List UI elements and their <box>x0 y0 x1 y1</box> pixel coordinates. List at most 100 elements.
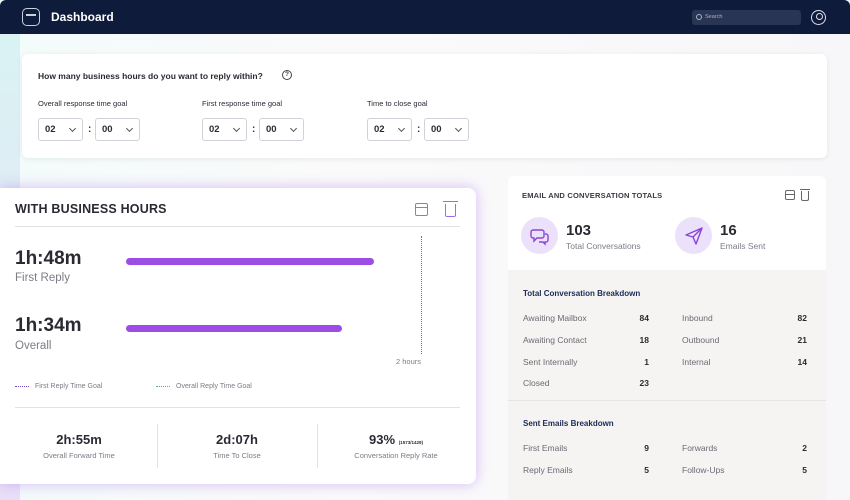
breakdown-value: 14 <box>797 357 807 367</box>
chevron-down-icon <box>232 124 241 133</box>
breakdown-value: 5 <box>644 465 649 475</box>
breakdown-label: First Emails <box>523 443 568 453</box>
hours-select[interactable]: 02 <box>202 118 247 141</box>
emails-sent-value: 16 <box>720 222 737 239</box>
stat-reply-rate: 93% (1573/1429) Conversation Reply Rate <box>325 432 467 460</box>
chevron-down-icon <box>397 124 406 133</box>
hours-select[interactable]: 02 <box>367 118 412 141</box>
stat-value-sub: (1573/1429) <box>398 440 423 445</box>
breakdown-value: 84 <box>639 313 649 323</box>
stat-label: Conversation Reply Rate <box>354 451 438 460</box>
page-title: Dashboard <box>51 10 114 24</box>
stat-overall-forward-time: 2h:55m Overall Forward Time <box>8 432 150 460</box>
breakdown-value: 5 <box>802 465 807 475</box>
divider <box>15 407 460 408</box>
stat-value: 2h:55m <box>56 432 102 447</box>
layout-icon[interactable] <box>415 203 428 216</box>
first-reply-value: 1h:48m <box>15 248 82 269</box>
chevron-down-icon <box>454 124 463 133</box>
chevron-down-icon <box>68 124 77 133</box>
legend-dash <box>15 386 29 387</box>
time-colon: : <box>88 124 92 135</box>
user-circle-icon[interactable] <box>811 10 826 25</box>
top-bar: Dashboard Search <box>0 0 850 34</box>
breakdown-value: 21 <box>797 335 807 345</box>
total-conversations-value: 103 <box>566 222 592 239</box>
time-colon: : <box>252 124 256 135</box>
trash-icon[interactable] <box>443 201 458 217</box>
hours-value: 02 <box>45 124 56 135</box>
breakdown-label: Internal <box>682 357 711 367</box>
time-colon: : <box>417 124 421 135</box>
minutes-value: 00 <box>102 124 113 135</box>
email-totals-header: EMAIL AND CONVERSATION TOTALS 103 Total … <box>508 176 826 270</box>
breakdown-label: Forwards <box>682 443 718 453</box>
divider <box>15 226 460 227</box>
email-totals-card: EMAIL AND CONVERSATION TOTALS 103 Total … <box>508 176 826 500</box>
goal-question: How many business hours do you want to r… <box>38 71 263 81</box>
breakdown-label: Reply Emails <box>523 465 573 475</box>
minutes-select[interactable]: 00 <box>424 118 469 141</box>
overall-bar <box>126 325 342 332</box>
hours-select[interactable]: 02 <box>38 118 83 141</box>
business-hours-card: WITH BUSINESS HOURS 1h:48m First Reply 1… <box>0 188 476 484</box>
section-divider <box>508 400 826 401</box>
time-to-close-goal: Time to close goal 02 : 00 <box>367 99 469 141</box>
help-circle-icon[interactable]: ? <box>282 70 292 80</box>
first-reply-bar <box>126 258 374 265</box>
emails-sent-label: Emails Sent <box>720 241 766 251</box>
app-layout-icon[interactable] <box>22 8 40 26</box>
breakdown-value: 1 <box>644 357 649 367</box>
legend-dash <box>156 386 170 387</box>
breakdown-value: 82 <box>797 313 807 323</box>
trash-icon[interactable] <box>800 189 810 201</box>
card-heading: EMAIL AND CONVERSATION TOTALS <box>522 191 663 200</box>
layout-icon[interactable] <box>785 190 795 200</box>
legend-label: Overall Reply Time Goal <box>176 383 252 390</box>
goal-label: Overall response time goal <box>38 99 128 108</box>
chat-bubbles-icon <box>521 217 558 254</box>
stat-value: 2d:07h <box>216 432 258 447</box>
total-conversations-label: Total Conversations <box>566 241 641 251</box>
overall-response-goal: Overall response time goal 02 : 00 <box>38 99 140 141</box>
goal-line <box>421 236 422 354</box>
minutes-value: 00 <box>431 124 442 135</box>
goal-label: Time to close goal <box>367 99 428 108</box>
breakdown-label: Sent Internally <box>523 357 578 367</box>
stat-value: 93% (1573/1429) <box>325 432 467 447</box>
stat-label: Time To Close <box>213 451 261 460</box>
hours-value: 02 <box>374 124 385 135</box>
card-heading: WITH BUSINESS HOURS <box>15 202 167 216</box>
conversation-breakdown-title: Total Conversation Breakdown <box>523 289 641 298</box>
search-icon <box>696 14 702 20</box>
sent-breakdown-title: Sent Emails Breakdown <box>523 419 614 428</box>
breakdown-value: 18 <box>639 335 649 345</box>
breakdown-label: Inbound <box>682 313 713 323</box>
legend-overall-reply: Overall Reply Time Goal <box>156 383 252 390</box>
breakdown-label: Outbound <box>682 335 720 345</box>
search-input[interactable]: Search <box>692 10 801 25</box>
goal-settings-card: How many business hours do you want to r… <box>22 54 827 158</box>
breakdown-label: Follow-Ups <box>682 465 725 475</box>
overall-label: Overall <box>15 340 52 352</box>
stat-label: Overall Forward Time <box>43 451 115 460</box>
breakdown-value: 2 <box>802 443 807 453</box>
breakdown-value: 23 <box>639 378 649 388</box>
legend-first-reply: First Reply Time Goal <box>15 383 102 390</box>
chevron-down-icon <box>125 124 134 133</box>
breakdown-label: Awaiting Mailbox <box>523 313 587 323</box>
breakdown-value: 9 <box>644 443 649 453</box>
hours-value: 02 <box>209 124 220 135</box>
first-response-goal: First response time goal 02 : 00 <box>202 99 304 141</box>
minutes-select[interactable]: 00 <box>95 118 140 141</box>
legend-label: First Reply Time Goal <box>35 383 103 390</box>
breakdown-label: Closed <box>523 378 550 388</box>
goal-hours-label: 2 hours <box>396 357 422 366</box>
stat-divider <box>157 424 158 468</box>
paper-plane-icon <box>675 217 712 254</box>
minutes-select[interactable]: 00 <box>259 118 304 141</box>
chevron-down-icon <box>289 124 298 133</box>
stat-value-text: 93% <box>369 432 396 447</box>
breakdown-label: Awaiting Contact <box>523 335 587 345</box>
overall-value: 1h:34m <box>15 315 82 336</box>
